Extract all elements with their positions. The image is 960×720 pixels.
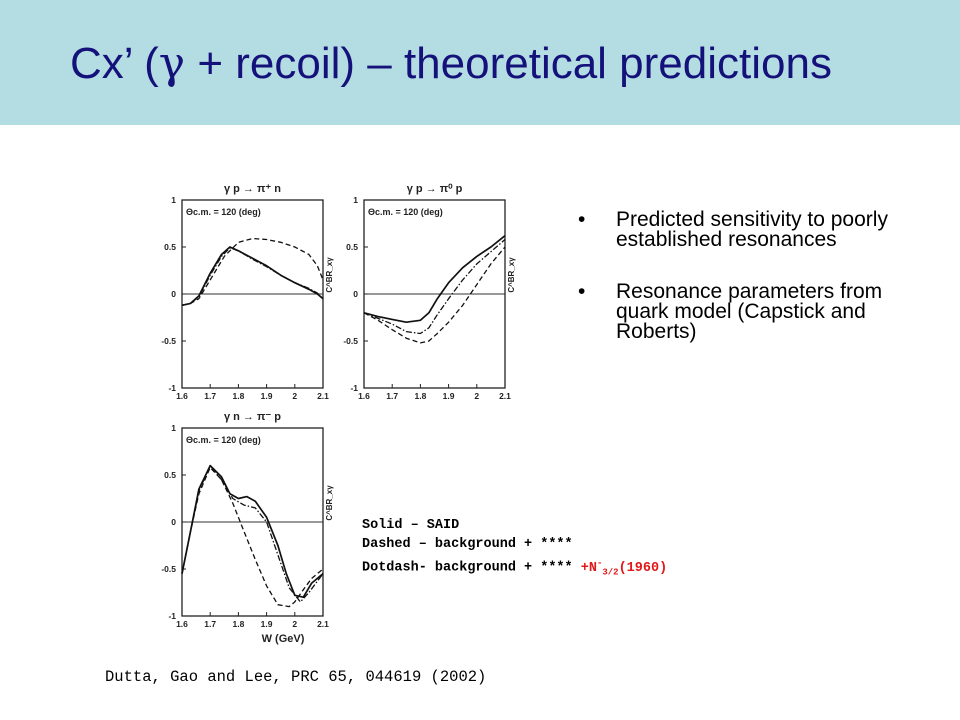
x-tick-label: 1.8: [232, 391, 244, 401]
slide-title: Cx’ (γ + recoil) – theoretical predictio…: [70, 38, 832, 89]
gamma-symbol: γ: [158, 38, 186, 89]
bullet-list: • Predicted sensitivity to poorly establ…: [578, 208, 938, 374]
x-tick-label: 2: [474, 391, 479, 401]
plot-frame: [181, 199, 324, 389]
x-tick-label: 1.7: [386, 391, 398, 401]
x-tick-label: 1.7: [204, 619, 216, 629]
title-suffix: + recoil) – theoretical predictions: [185, 39, 832, 88]
y-tick-label: 1: [353, 195, 358, 205]
series-line-dashed: [181, 466, 324, 608]
x-tick-label: 1.9: [261, 619, 273, 629]
x-tick-label: 2.1: [317, 391, 329, 401]
y-tick-label: 1: [171, 195, 176, 205]
series-line-solid: [363, 235, 506, 324]
x-tick-label: 2: [292, 619, 297, 629]
legend-dotdash-text: Dotdash- background + ****: [362, 560, 581, 576]
resonance-superscript: -: [596, 558, 603, 568]
y-tick-label: 0.5: [346, 242, 358, 252]
bullet-text: Resonance parameters from quark model (C…: [616, 280, 883, 343]
bullet-item-resonance-params: • Resonance parameters from quark model …: [578, 280, 938, 343]
legend-dashed: Dashed – background + ****: [362, 537, 573, 552]
x-tick-label: 2.1: [499, 391, 511, 401]
y-tick-label: 0: [171, 517, 176, 527]
y-tick-label: -0.5: [161, 336, 176, 346]
y-tick-label: -1: [168, 383, 176, 393]
x-tick-label: 2.1: [317, 619, 329, 629]
legend-solid: Solid – SAID: [362, 518, 460, 533]
series-line-dashed: [181, 237, 324, 306]
title-prefix: Cx’ (: [70, 39, 159, 88]
x-tick-label: 1.8: [232, 619, 244, 629]
x-tick-label: 1.7: [204, 391, 216, 401]
panel-title: γ n → π⁻ p: [224, 411, 281, 423]
x-tick-label: 1.6: [358, 391, 370, 401]
y-tick-label: -0.5: [161, 564, 176, 574]
bullet-item-sensitivity: • Predicted sensitivity to poorly establ…: [578, 208, 938, 251]
bullet-marker: •: [578, 208, 586, 231]
title-banner: [0, 0, 960, 125]
y-axis-label: C^BR_xγ: [325, 485, 334, 521]
series-line-dashed: [363, 246, 506, 344]
y-tick-label: 0: [171, 289, 176, 299]
legend-resonance-label: +N-3/2(1960): [580, 558, 668, 578]
series-line-solid: [181, 464, 324, 599]
series-line-dotdash: [181, 247, 324, 306]
y-tick-label: 0: [353, 289, 358, 299]
curve-legend: Solid – SAID Dashed – background + **** …: [362, 516, 667, 582]
series-line-solid: [181, 246, 324, 307]
panel-title: γ p → π⁺ n: [224, 183, 281, 195]
panel-annotation: Θc.m. = 120 (deg): [186, 207, 261, 217]
x-tick-label: 1.8: [414, 391, 426, 401]
y-tick-label: -1: [168, 611, 176, 621]
panel-title: γ p → π⁰ p: [407, 183, 463, 195]
x-axis-label: W (GeV): [262, 633, 305, 645]
panel-annotation: Θc.m. = 120 (deg): [186, 435, 261, 445]
y-tick-label: 0.5: [164, 470, 176, 480]
resonance-prefix: +N: [580, 560, 597, 576]
y-axis-label: C^BR_xγ: [507, 257, 516, 293]
bullet-marker: •: [578, 280, 586, 303]
x-tick-label: 1.9: [443, 391, 455, 401]
series-line-dotdash: [181, 464, 324, 603]
resonance-subscript: 3/2: [602, 567, 619, 578]
y-tick-label: -1: [350, 383, 358, 393]
citation: Dutta, Gao and Lee, PRC 65, 044619 (2002…: [105, 668, 487, 686]
plot-frame: [181, 427, 324, 617]
plot-frame: [363, 199, 506, 389]
y-tick-label: 1: [171, 423, 176, 433]
x-tick-label: 2: [292, 391, 297, 401]
bullet-text: Predicted sensitivity to poorly establis…: [616, 208, 888, 251]
x-tick-label: 1.6: [176, 619, 188, 629]
resonance-mass: (1960): [618, 560, 668, 576]
y-tick-label: 0.5: [164, 242, 176, 252]
x-tick-label: 1.6: [176, 391, 188, 401]
y-axis-label: C^BR_xγ: [325, 257, 334, 293]
panel-annotation: Θc.m. = 120 (deg): [368, 207, 443, 217]
series-line-dotdash: [363, 239, 506, 335]
x-tick-label: 1.9: [261, 391, 273, 401]
legend-dotdash: Dotdash- background + **** +N-3/2(1960): [362, 554, 667, 582]
y-tick-label: -0.5: [343, 336, 358, 346]
